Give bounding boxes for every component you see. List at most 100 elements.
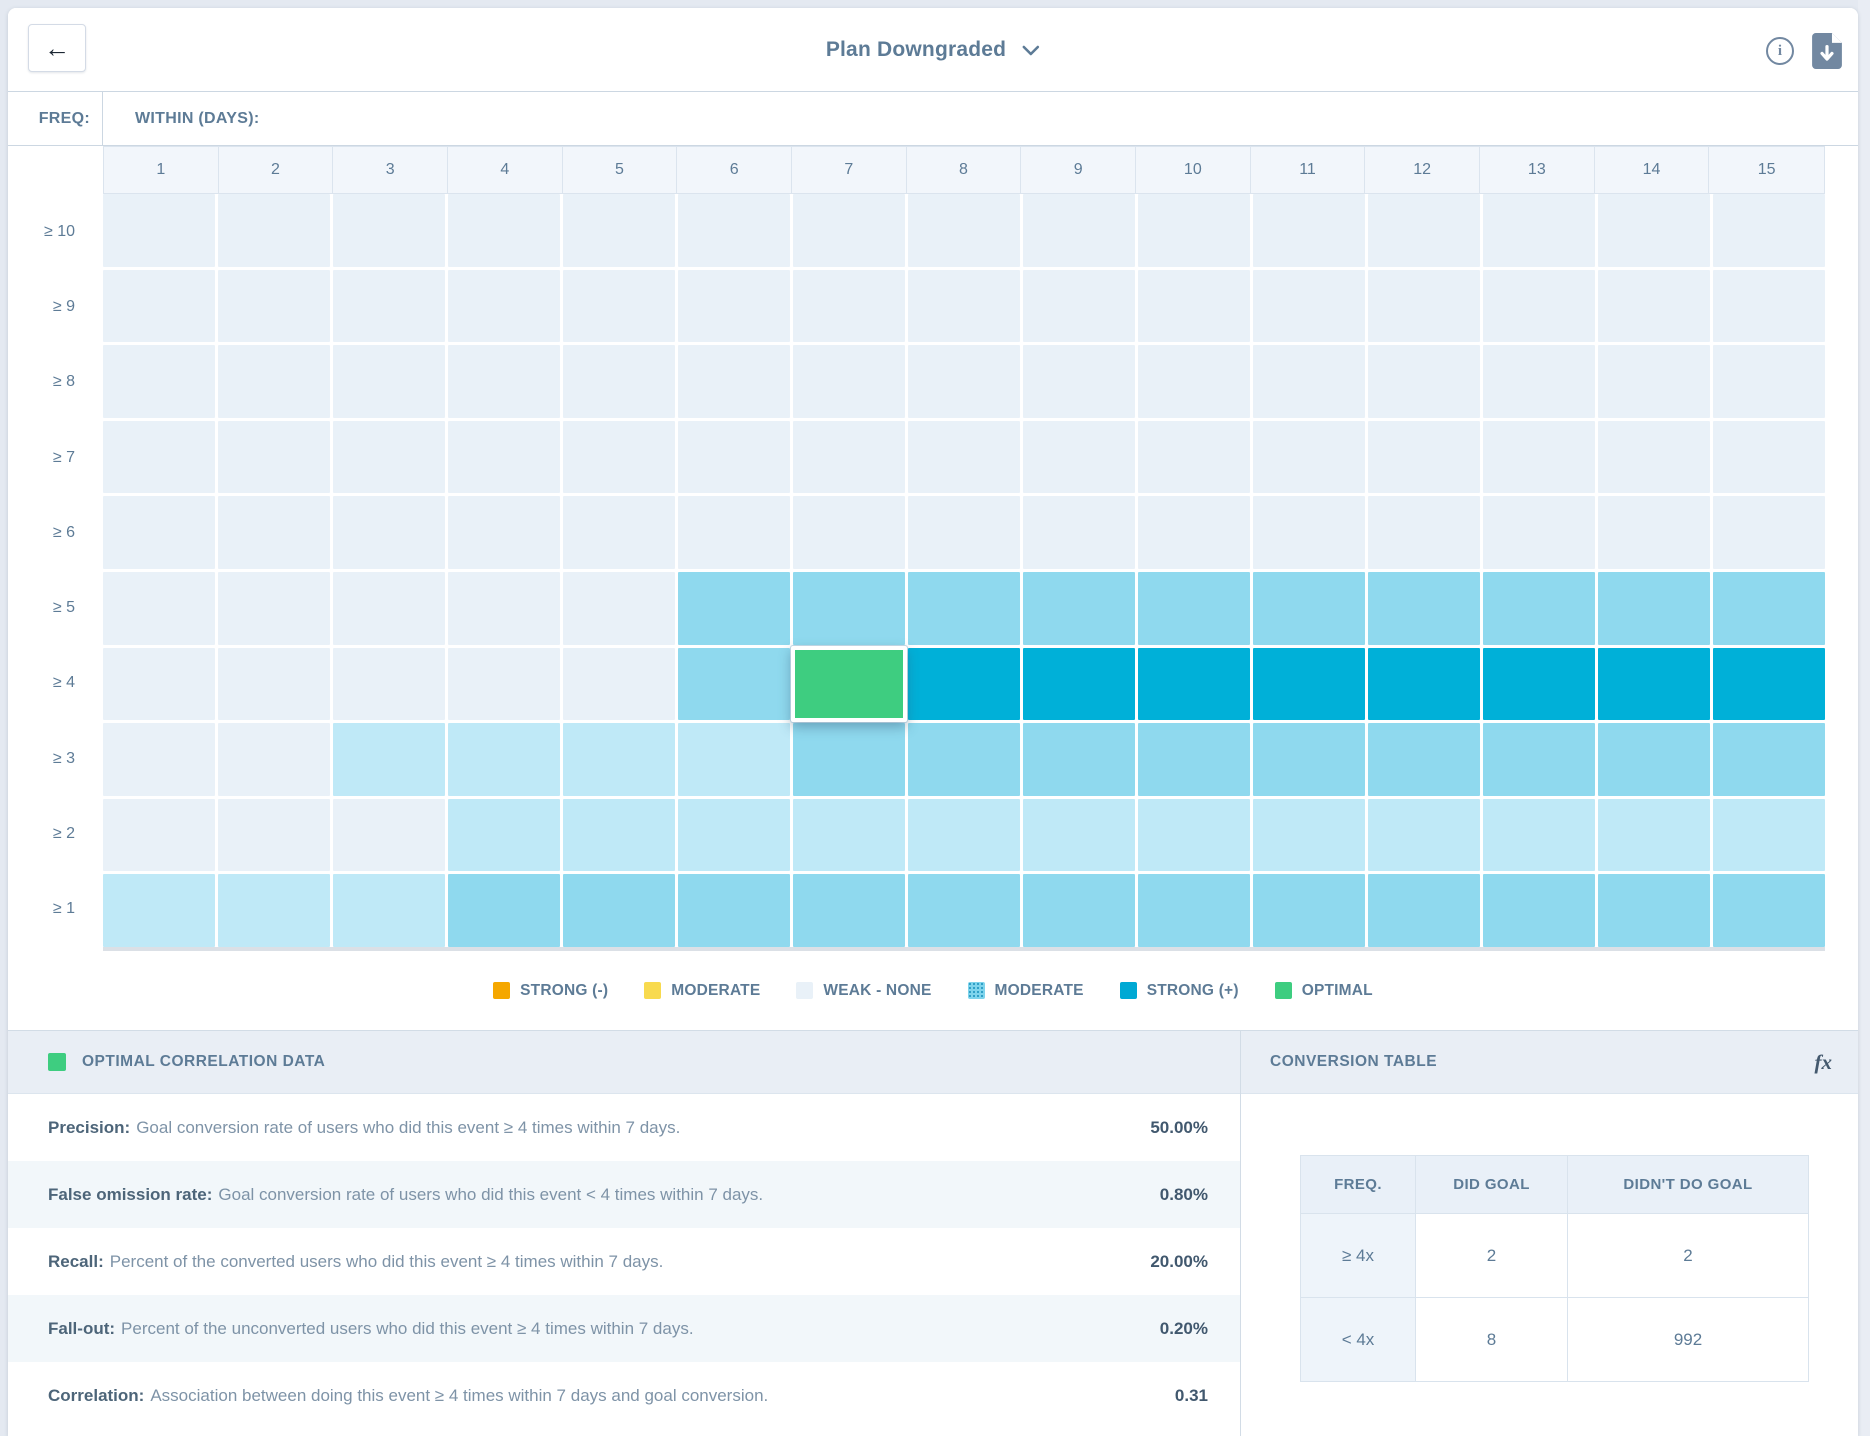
heatmap-cell[interactable] xyxy=(1023,874,1135,947)
heatmap-cell[interactable] xyxy=(333,798,445,872)
event-selector[interactable]: Plan Downgraded xyxy=(826,8,1040,92)
heatmap-cell[interactable] xyxy=(448,798,560,872)
heatmap-cell[interactable] xyxy=(1713,269,1825,343)
heatmap-cell[interactable] xyxy=(1483,647,1595,721)
heatmap-cell[interactable] xyxy=(218,723,330,796)
heatmap-cell[interactable] xyxy=(448,647,560,721)
heatmap-cell[interactable] xyxy=(678,345,790,418)
heatmap-cell[interactable] xyxy=(218,496,330,569)
heatmap-cell[interactable] xyxy=(1138,194,1250,267)
heatmap-cell[interactable] xyxy=(1138,647,1250,721)
heatmap-cell[interactable] xyxy=(563,420,675,494)
heatmap-cell[interactable] xyxy=(1713,798,1825,872)
heatmap-cell[interactable] xyxy=(793,798,905,872)
heatmap-cell[interactable] xyxy=(1713,723,1825,796)
heatmap-cell[interactable] xyxy=(1483,571,1595,645)
heatmap-cell[interactable] xyxy=(333,571,445,645)
heatmap-cell[interactable] xyxy=(1253,269,1365,343)
heatmap-cell[interactable] xyxy=(1598,647,1710,721)
heatmap-cell[interactable] xyxy=(1483,269,1595,343)
heatmap-cell[interactable] xyxy=(103,496,215,569)
back-button[interactable]: ← xyxy=(28,24,86,72)
heatmap-cell[interactable] xyxy=(1023,798,1135,872)
heatmap-cell[interactable] xyxy=(1253,194,1365,267)
heatmap-cell[interactable] xyxy=(1713,194,1825,267)
heatmap-cell[interactable] xyxy=(1483,420,1595,494)
heatmap-cell[interactable] xyxy=(1368,874,1480,947)
heatmap-cell[interactable] xyxy=(678,798,790,872)
heatmap-cell[interactable] xyxy=(333,345,445,418)
heatmap-cell[interactable] xyxy=(563,647,675,721)
heatmap-cell[interactable] xyxy=(448,496,560,569)
heatmap-cell[interactable] xyxy=(103,269,215,343)
heatmap-cell[interactable] xyxy=(793,194,905,267)
heatmap-cell[interactable] xyxy=(103,874,215,947)
heatmap-cell[interactable] xyxy=(448,571,560,645)
heatmap-cell[interactable] xyxy=(1368,798,1480,872)
heatmap-cell[interactable] xyxy=(1483,874,1595,947)
heatmap-cell[interactable] xyxy=(1713,420,1825,494)
heatmap-cell[interactable] xyxy=(333,194,445,267)
heatmap-cell[interactable] xyxy=(1713,345,1825,418)
heatmap-cell[interactable] xyxy=(1598,723,1710,796)
heatmap-cell[interactable] xyxy=(1713,647,1825,721)
heatmap-cell[interactable] xyxy=(1368,420,1480,494)
heatmap-cell[interactable] xyxy=(218,571,330,645)
heatmap-cell[interactable] xyxy=(1598,798,1710,872)
heatmap-cell[interactable] xyxy=(908,723,1020,796)
heatmap-cell[interactable] xyxy=(563,269,675,343)
heatmap-cell[interactable] xyxy=(1713,571,1825,645)
heatmap-cell[interactable] xyxy=(1368,194,1480,267)
heatmap-cell[interactable] xyxy=(563,194,675,267)
heatmap-cell[interactable] xyxy=(1483,723,1595,796)
heatmap-cell[interactable] xyxy=(1138,571,1250,645)
heatmap-cell[interactable] xyxy=(1598,345,1710,418)
heatmap-cell-selected[interactable] xyxy=(791,645,907,723)
heatmap-cell[interactable] xyxy=(1023,571,1135,645)
heatmap-cell[interactable] xyxy=(678,571,790,645)
heatmap-cell[interactable] xyxy=(1138,345,1250,418)
heatmap-cell[interactable] xyxy=(333,723,445,796)
heatmap-cell[interactable] xyxy=(218,420,330,494)
download-button[interactable] xyxy=(1812,33,1842,69)
formula-button[interactable]: fx xyxy=(1815,1031,1833,1093)
heatmap-cell[interactable] xyxy=(103,194,215,267)
heatmap-cell[interactable] xyxy=(563,798,675,872)
heatmap-cell[interactable] xyxy=(1253,723,1365,796)
heatmap-cell[interactable] xyxy=(448,723,560,796)
heatmap-cell[interactable] xyxy=(1598,874,1710,947)
heatmap-cell[interactable] xyxy=(1023,269,1135,343)
heatmap-cell[interactable] xyxy=(908,345,1020,418)
heatmap-cell[interactable] xyxy=(448,345,560,418)
heatmap-cell[interactable] xyxy=(1368,647,1480,721)
heatmap-cell[interactable] xyxy=(333,647,445,721)
heatmap-cell[interactable] xyxy=(333,874,445,947)
heatmap-cell[interactable] xyxy=(908,647,1020,721)
heatmap-cell[interactable] xyxy=(678,194,790,267)
heatmap-cell[interactable] xyxy=(103,345,215,418)
heatmap-cell[interactable] xyxy=(1483,194,1595,267)
heatmap-cell[interactable] xyxy=(793,269,905,343)
scrollbar-gutter[interactable] xyxy=(1858,0,1870,1436)
heatmap-cell[interactable] xyxy=(1253,345,1365,418)
heatmap-cell[interactable] xyxy=(1713,874,1825,947)
heatmap-cell[interactable] xyxy=(1138,798,1250,872)
heatmap-cell[interactable] xyxy=(908,874,1020,947)
heatmap-cell[interactable] xyxy=(908,269,1020,343)
heatmap-cell[interactable] xyxy=(218,874,330,947)
heatmap-cell[interactable] xyxy=(1138,723,1250,796)
heatmap-cell[interactable] xyxy=(793,496,905,569)
heatmap-cell[interactable] xyxy=(1368,571,1480,645)
heatmap-cell[interactable] xyxy=(103,571,215,645)
heatmap-cell[interactable] xyxy=(563,345,675,418)
heatmap-cell[interactable] xyxy=(448,420,560,494)
heatmap-cell[interactable] xyxy=(1023,420,1135,494)
heatmap-cell[interactable] xyxy=(1368,345,1480,418)
heatmap-cell[interactable] xyxy=(448,194,560,267)
heatmap-cell[interactable] xyxy=(1023,345,1135,418)
heatmap-cell[interactable] xyxy=(678,420,790,494)
heatmap-cell[interactable] xyxy=(678,647,790,721)
heatmap-cell[interactable] xyxy=(563,496,675,569)
heatmap-cell[interactable] xyxy=(563,723,675,796)
heatmap-cell[interactable] xyxy=(103,798,215,872)
